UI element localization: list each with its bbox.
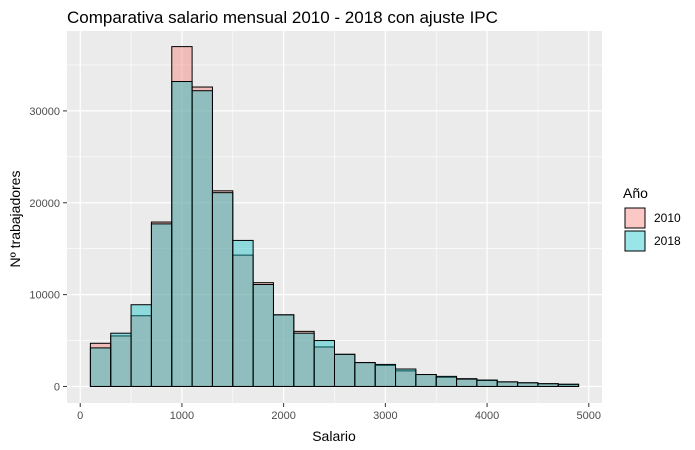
bar-2018-bin-700 [150, 223, 173, 387]
x-tick-label: 3000 [373, 410, 397, 422]
bar-2018-bin-1700 [252, 284, 274, 387]
bar-2018-bin-1500 [232, 239, 254, 387]
x-tick-label: 2000 [271, 410, 295, 422]
bar-2018-bin-500 [130, 304, 152, 387]
bar-2018-bin-3700 [456, 378, 478, 387]
bar-2018-bin-2900 [374, 363, 397, 387]
bar-2018-bin-300 [110, 332, 132, 387]
bar-2018-bin-900 [171, 81, 193, 387]
bar-2018-bin-2100 [293, 332, 315, 387]
x-tick-label: 4000 [475, 410, 499, 422]
legend-swatch-2010 [624, 207, 646, 229]
legend-label-2018: 2018 [654, 234, 681, 248]
bar-2018-bin-4100 [496, 381, 519, 387]
y-tick-label: 30000 [29, 106, 60, 118]
bar-2018-bin-3500 [435, 375, 458, 387]
legend-swatch-2018 [624, 230, 646, 252]
legend: Año 2010 2018 [623, 185, 681, 252]
y-axis-title: Nº trabajadores [7, 171, 23, 268]
bar-2018-bin-4500 [537, 383, 559, 387]
bar-2018-bin-100 [89, 347, 112, 387]
bars-series-2018 [89, 81, 580, 387]
legend-key-bg-2010 [624, 207, 646, 229]
legend-key-bg-2018 [624, 230, 646, 252]
legend-title: Año [623, 185, 648, 201]
bar-2018-bin-1300 [211, 192, 234, 387]
x-tick-label: 1000 [170, 410, 194, 422]
x-tick-label: 5000 [577, 410, 601, 422]
y-tick-label: 10000 [29, 290, 60, 302]
bar-2018-bin-3900 [476, 379, 498, 387]
legend-label-2010: 2010 [654, 211, 681, 225]
bar-2018-bin-1900 [272, 314, 295, 387]
y-axis: 0 10000 20000 30000 [29, 106, 67, 393]
bar-2018-bin-4300 [517, 382, 539, 387]
chart-title: Comparativa salario mensual 2010 - 2018 … [67, 8, 498, 27]
x-axis-title: Salario [312, 428, 356, 444]
bar-2018-bin-2300 [313, 340, 336, 387]
bar-2018-bin-1100 [191, 90, 213, 387]
bar-2018-bin-2700 [354, 362, 376, 387]
bar-2018-bin-3300 [415, 374, 437, 387]
bar-2018-bin-3100 [395, 368, 417, 387]
y-tick-label: 20000 [29, 198, 60, 210]
x-tick-label: 0 [77, 410, 83, 422]
x-axis: 0 1000 2000 3000 4000 5000 [77, 403, 601, 422]
y-tick-label: 0 [54, 381, 60, 393]
bar-2018-bin-4700 [557, 383, 580, 387]
bar-2018-bin-2500 [334, 353, 356, 387]
